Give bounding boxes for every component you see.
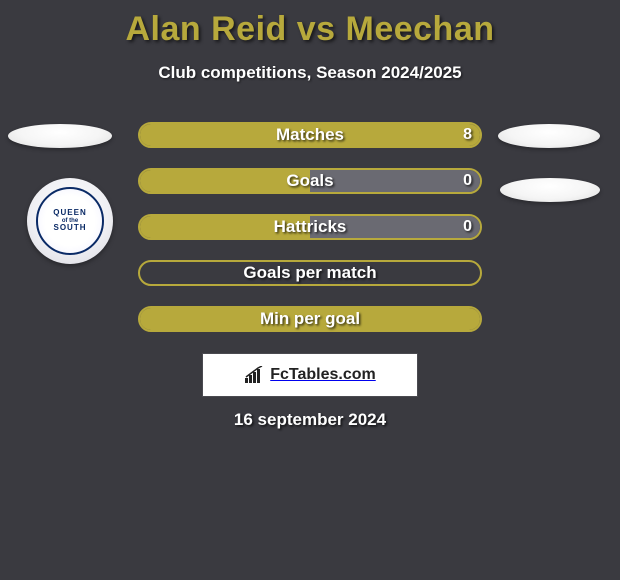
stat-bar-fill-left <box>140 308 480 330</box>
stat-bar-track <box>138 306 482 332</box>
stat-bar-fill-left <box>140 216 310 238</box>
stat-bar-track <box>138 168 482 194</box>
stat-row: Hattricks0 <box>0 204 620 250</box>
stat-row: Min per goal <box>0 296 620 342</box>
stat-bar-fill-right <box>310 216 480 238</box>
stat-bar-track <box>138 214 482 240</box>
stat-bar-fill-left <box>140 170 310 192</box>
stat-row: Matches8 <box>0 112 620 158</box>
stat-value-right: 0 <box>463 168 472 194</box>
page-title: Alan Reid vs Meechan <box>0 0 620 49</box>
stat-value-right: 8 <box>463 122 472 148</box>
chart-icon <box>244 366 266 384</box>
stat-row: Goals per match <box>0 250 620 296</box>
comparison-chart: Matches8Goals0Hattricks0Goals per matchM… <box>0 112 620 342</box>
page-subtitle: Club competitions, Season 2024/2025 <box>0 63 620 83</box>
branding-text: FcTables.com <box>270 366 376 384</box>
stat-row: Goals0 <box>0 158 620 204</box>
stat-bar-fill-left <box>140 124 480 146</box>
stat-bar-track <box>138 122 482 148</box>
branding-link[interactable]: FcTables.com <box>202 353 418 397</box>
stat-bar-track <box>138 260 482 286</box>
stat-bar-fill-right <box>310 170 480 192</box>
date-label: 16 september 2024 <box>0 410 620 430</box>
stat-value-right: 0 <box>463 214 472 240</box>
